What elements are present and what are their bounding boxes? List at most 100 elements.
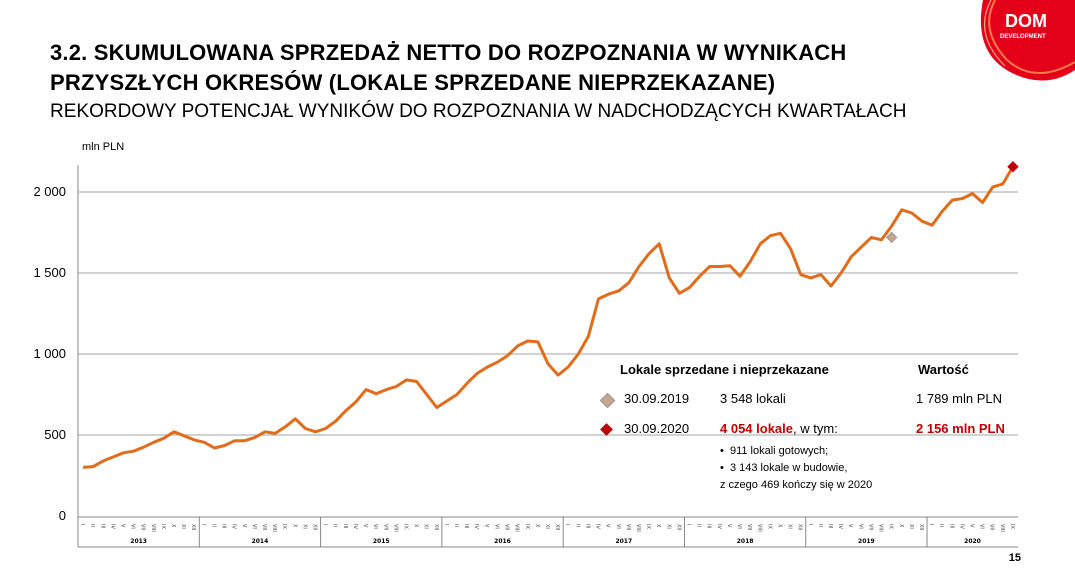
x-month-label: XI bbox=[423, 524, 429, 529]
y-tick-label: 2 000 bbox=[33, 184, 66, 199]
x-year-label: 2013 bbox=[130, 538, 147, 545]
x-month-label: IX bbox=[524, 524, 530, 529]
series-line bbox=[82, 165, 1015, 469]
x-month-label: V bbox=[119, 524, 125, 528]
x-month-label: XI bbox=[787, 524, 793, 529]
x-month-label: III bbox=[342, 524, 348, 528]
x-year-label: 2014 bbox=[252, 538, 269, 545]
x-month-label: XII bbox=[675, 524, 681, 530]
x-month-label: VII bbox=[261, 524, 267, 530]
x-month-label: I bbox=[443, 524, 449, 525]
x-month-label: XII bbox=[554, 524, 560, 530]
x-month-label: VI bbox=[615, 524, 621, 529]
x-month-label: VII bbox=[625, 524, 631, 530]
x-month-label: VIII bbox=[999, 524, 1005, 532]
x-month-label: II bbox=[453, 524, 459, 527]
x-month-label: II bbox=[332, 524, 338, 527]
x-month-label: IV bbox=[595, 524, 601, 529]
x-month-label: I bbox=[200, 524, 206, 525]
x-month-label: IX bbox=[1009, 524, 1015, 529]
x-month-label: XI bbox=[665, 524, 671, 529]
x-month-label: III bbox=[948, 524, 954, 528]
y-axis-unit-label: mln PLN bbox=[82, 141, 124, 153]
x-year-label: 2018 bbox=[737, 538, 754, 545]
x-month-label: X bbox=[170, 524, 176, 528]
y-tick-label: 0 bbox=[59, 508, 66, 523]
row2-value: 2 156 mln PLN bbox=[916, 421, 1005, 436]
x-month-label: VI bbox=[857, 524, 863, 529]
x-month-label: I bbox=[79, 524, 85, 525]
x-month-label: III bbox=[221, 524, 227, 528]
x-month-label: X bbox=[291, 524, 297, 528]
x-month-label: IV bbox=[716, 524, 722, 529]
chart-gridlines bbox=[78, 191, 1018, 436]
x-month-label: VIII bbox=[878, 524, 884, 532]
x-month-label: V bbox=[362, 524, 368, 528]
row2-units-suffix: , w tym: bbox=[793, 421, 838, 436]
x-month-label: XI bbox=[544, 524, 550, 529]
x-month-label: XI bbox=[301, 524, 307, 529]
x-month-label: VII bbox=[140, 524, 146, 530]
x-month-label: IV bbox=[109, 524, 115, 529]
x-month-label: VI bbox=[736, 524, 742, 529]
x-month-label: II bbox=[574, 524, 580, 527]
x-month-label: VII bbox=[382, 524, 388, 530]
x-month-label: XI bbox=[908, 524, 914, 529]
x-month-label: V bbox=[726, 524, 732, 528]
x-month-label: IX bbox=[281, 524, 287, 529]
page-title-line-2: PRZYSZŁYCH OKRESÓW (LOKALE SPRZEDANE NIE… bbox=[50, 70, 776, 95]
x-month-label: I bbox=[564, 524, 570, 525]
x-month-label: X bbox=[898, 524, 904, 528]
x-month-label: I bbox=[928, 524, 934, 525]
x-month-label: VI bbox=[979, 524, 985, 529]
x-year-label: 2017 bbox=[615, 538, 632, 545]
row1-date: 30.09.2019 bbox=[624, 391, 690, 406]
page-subtitle: REKORDOWY POTENCJAŁ WYNIKÓW DO ROZPOZNAN… bbox=[50, 101, 907, 122]
bullet-item: • 3 143 lokale w budowie, bbox=[720, 462, 848, 474]
x-month-label: IV bbox=[837, 524, 843, 529]
x-month-label: VIII bbox=[635, 524, 641, 532]
chart-series bbox=[82, 165, 1015, 469]
y-tick-label: 1 500 bbox=[33, 265, 66, 280]
point-marker bbox=[1007, 161, 1019, 173]
x-month-label: VIII bbox=[756, 524, 762, 532]
x-month-label: IX bbox=[402, 524, 408, 529]
dom-development-logo: DOM DEVELOPMENT bbox=[980, 0, 1075, 81]
svg-text:DOM: DOM bbox=[1005, 11, 1047, 31]
row1-value: 1 789 mln PLN bbox=[916, 391, 1002, 406]
x-month-label: VI bbox=[493, 524, 499, 529]
marker-2020-legend-icon bbox=[600, 423, 613, 436]
x-month-label: IX bbox=[766, 524, 772, 529]
x-month-label: II bbox=[938, 524, 944, 527]
x-month-label: IV bbox=[352, 524, 358, 529]
marker-2019-legend-icon bbox=[599, 392, 616, 409]
x-month-label: V bbox=[483, 524, 489, 528]
x-month-label: VIII bbox=[271, 524, 277, 532]
info-box: Lokale sprzedane i nieprzekazane Wartość… bbox=[598, 362, 1038, 502]
y-tick-label: 1 000 bbox=[33, 346, 66, 361]
x-month-label: V bbox=[969, 524, 975, 528]
x-month-label: VIII bbox=[150, 524, 156, 532]
x-month-label: I bbox=[807, 524, 813, 525]
row2-units-highlight: 4 054 lokale bbox=[720, 421, 793, 436]
page-number: 15 bbox=[1008, 552, 1021, 564]
info-header-left: Lokale sprzedane i nieprzekazane bbox=[620, 362, 829, 377]
x-month-label: V bbox=[847, 524, 853, 528]
x-month-label: IX bbox=[645, 524, 651, 529]
x-month-label: IX bbox=[888, 524, 894, 529]
x-year-label: 2019 bbox=[858, 538, 875, 545]
x-month-label: II bbox=[696, 524, 702, 527]
bullet-continuation: z czego 469 kończy się w 2020 bbox=[720, 479, 873, 491]
x-month-label: X bbox=[534, 524, 540, 528]
x-year-label: 2020 bbox=[964, 538, 981, 545]
x-month-label: IV bbox=[231, 524, 237, 529]
page-title-line-1: 3.2. SKUMULOWANA SPRZEDAŻ NETTO DO ROZPO… bbox=[50, 40, 847, 65]
x-month-label: XII bbox=[433, 524, 439, 530]
x-month-label: II bbox=[89, 524, 95, 527]
x-month-label: XI bbox=[180, 524, 186, 529]
x-month-label: I bbox=[322, 524, 328, 525]
info-header-right: Wartość bbox=[918, 362, 969, 377]
row2-units: 4 054 lokale, w tym: bbox=[720, 421, 838, 436]
